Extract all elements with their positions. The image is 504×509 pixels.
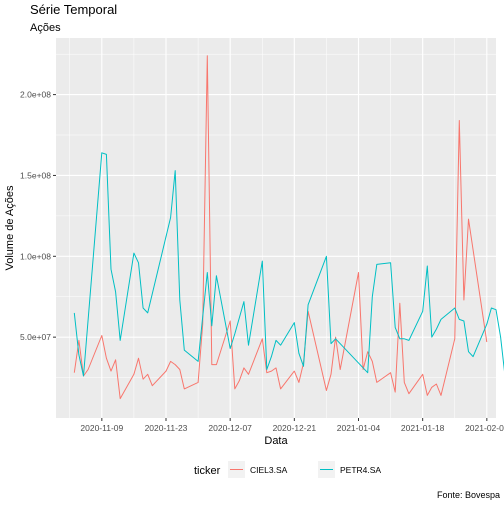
- y-axis: 5.0e+07 1.0e+08 1.5e+08 2.0e+08: [20, 90, 56, 342]
- legend-keys: CIEL3.SA PETR4.SA: [228, 461, 381, 478]
- x-tick-label: 2021-01-18: [401, 423, 445, 433]
- grid-minor: [56, 38, 496, 418]
- legend-label: PETR4.SA: [340, 465, 381, 475]
- y-tick-label: 1.5e+08: [20, 170, 51, 180]
- x-tick-label: 2021-02-01: [465, 423, 504, 433]
- legend-title: ticker: [194, 465, 221, 477]
- y-tick-label: 2.0e+08: [20, 90, 51, 100]
- series-line-ciel3-sa: [73, 55, 488, 400]
- x-tick-label: 2020-12-07: [208, 423, 252, 433]
- y-axis-label: Volume de Ações: [4, 185, 16, 271]
- x-tick-label: 2020-11-23: [145, 423, 188, 433]
- x-axis: 2020-11-09 2020-11-23 2020-12-07 2020-12-21…: [80, 418, 504, 433]
- series-layer: [73, 55, 504, 400]
- chart-caption: Fonte: Bovespa: [437, 490, 500, 500]
- chart-title: Série Temporal: [30, 2, 117, 17]
- legend-label: CIEL3.SA: [250, 465, 288, 475]
- x-tick-label: 2021-01-04: [337, 423, 381, 433]
- legend: ticker CIEL3.SA PETR4.SA: [194, 461, 381, 478]
- series-line-petr4-sa: [73, 152, 504, 377]
- y-tick-label: 1.0e+08: [20, 251, 51, 261]
- x-tick-label: 2020-11-09: [80, 423, 123, 433]
- chart-subtitle: Ações: [30, 22, 61, 34]
- y-tick-label: 5.0e+07: [20, 332, 51, 342]
- x-axis-label: Data: [264, 435, 288, 447]
- x-tick-label: 2020-12-21: [273, 423, 317, 433]
- grid-major: [56, 38, 496, 418]
